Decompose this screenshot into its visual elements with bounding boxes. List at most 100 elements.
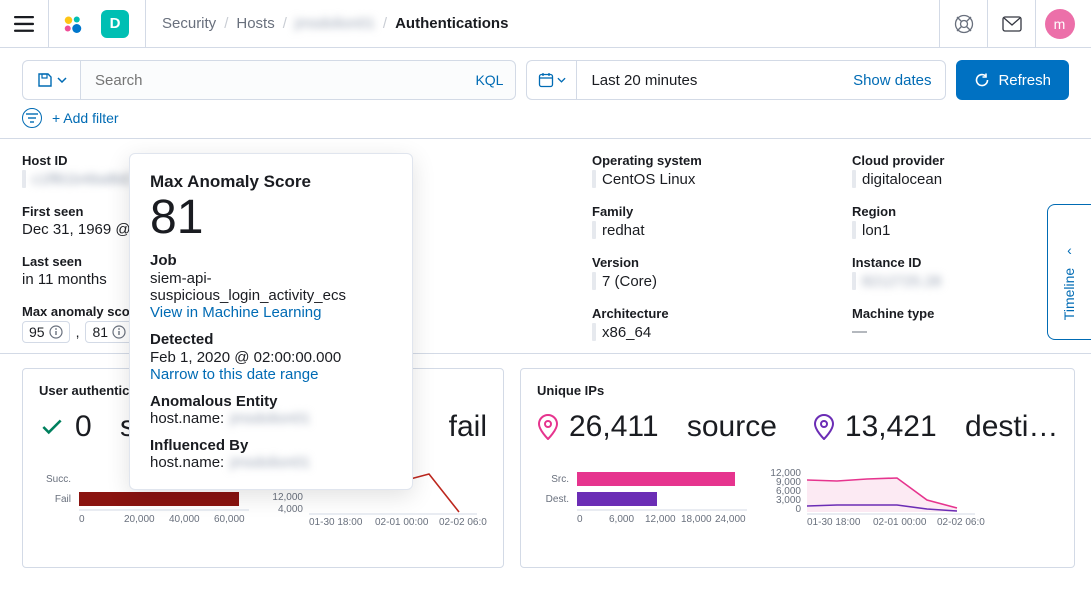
- divider: [145, 0, 146, 48]
- mail-icon: [1002, 16, 1022, 32]
- map-pin-icon: [537, 414, 559, 440]
- os-label: Operating system: [592, 153, 832, 168]
- narrow-date-link[interactable]: Narrow to this date range: [150, 366, 318, 383]
- drag-handle[interactable]: [852, 221, 856, 239]
- svg-text:24,000: 24,000: [715, 514, 746, 525]
- breadcrumb-hosts[interactable]: Hosts: [236, 15, 274, 32]
- avatar: m: [1045, 9, 1075, 39]
- filter-options-button[interactable]: [22, 108, 42, 128]
- arch-label: Architecture: [592, 306, 832, 321]
- timeline-flyout-toggle[interactable]: ‹ Timeline: [1047, 204, 1091, 340]
- popover-job-value: siem-api-suspicious_login_activity_ecs: [150, 270, 392, 304]
- timeline-label: Timeline: [1062, 268, 1078, 320]
- search-input[interactable]: [93, 71, 475, 90]
- os-value: CentOS Linux: [602, 171, 695, 188]
- drag-handle[interactable]: [592, 272, 596, 290]
- svg-text:02-02 06:00: 02-02 06:00: [937, 517, 985, 528]
- host-id-value: c1ff81b48a8bE: [32, 171, 133, 188]
- breadcrumb-hostname[interactable]: jmsdolion01: [295, 15, 375, 32]
- svg-text:01-30 18:00: 01-30 18:00: [807, 517, 861, 528]
- ip-src-area: [807, 478, 957, 512]
- saved-query-button[interactable]: [22, 60, 80, 100]
- ip-dst-bar: [577, 492, 657, 506]
- date-quick-select[interactable]: [526, 60, 576, 100]
- drag-handle[interactable]: [592, 170, 596, 188]
- calendar-icon: [538, 72, 554, 88]
- field-cloud: Cloud provider digitalocean: [852, 153, 1091, 188]
- region-value: lon1: [862, 222, 890, 239]
- breadcrumb-sep: /: [383, 15, 387, 32]
- svg-text:18,000: 18,000: [681, 514, 712, 525]
- cloud-label: Cloud provider: [852, 153, 1091, 168]
- instance-value: 8212725.28: [862, 273, 941, 290]
- field-version: Version 7 (Core): [592, 255, 832, 290]
- newsfeed-button[interactable]: [987, 0, 1035, 48]
- svg-text:40,000: 40,000: [169, 514, 200, 525]
- add-filter-link[interactable]: + Add filter: [52, 110, 119, 126]
- anomaly-score-pill-1[interactable]: 95: [22, 321, 70, 343]
- breadcrumb-sep: /: [283, 15, 287, 32]
- influenced-key: host.name:: [150, 454, 224, 471]
- drag-handle[interactable]: [592, 221, 596, 239]
- divider: [48, 0, 49, 48]
- breadcrumb-sep: /: [224, 15, 228, 32]
- chevron-left-icon: ‹: [1067, 242, 1072, 258]
- drag-handle[interactable]: [852, 170, 856, 188]
- svg-text:02-01 00:00: 02-01 00:00: [873, 517, 927, 528]
- drag-handle[interactable]: [22, 170, 26, 188]
- date-range-display[interactable]: Last 20 minutes Show dates: [576, 60, 946, 100]
- auth-success-count: 0: [75, 410, 92, 444]
- filter-bar: + Add filter: [0, 100, 1091, 138]
- popover-entity-label: Anomalous Entity: [150, 393, 392, 410]
- ip-bar-chart: Src. Dest. 0 6,000 12,000 18,000 24,000: [537, 468, 747, 531]
- space-selector[interactable]: D: [101, 10, 129, 38]
- svg-text:0: 0: [795, 504, 801, 515]
- chevron-down-icon: [57, 77, 67, 83]
- popover-job: Job siem-api-suspicious_login_activity_e…: [150, 252, 392, 321]
- popover-detected-value: Feb 1, 2020 @ 02:00:00.000: [150, 349, 392, 366]
- popover-score: 81: [150, 194, 392, 242]
- ip-source-suffix: source: [687, 410, 777, 444]
- drag-handle[interactable]: [592, 323, 596, 341]
- field-os: Operating system CentOS Linux: [592, 153, 832, 188]
- svg-text:20,000: 20,000: [124, 514, 155, 525]
- popover-title: Max Anomaly Score: [150, 172, 392, 192]
- breadcrumb-page: Authentications: [395, 15, 508, 32]
- breadcrumb-security[interactable]: Security: [162, 15, 216, 32]
- refresh-button[interactable]: Refresh: [956, 60, 1069, 100]
- svg-text:Dest.: Dest.: [546, 494, 569, 505]
- info-icon: [112, 325, 126, 339]
- nav-toggle-button[interactable]: [8, 8, 40, 40]
- field-family: Family redhat: [592, 204, 832, 239]
- svg-text:02-01 00:00: 02-01 00:00: [375, 517, 429, 528]
- map-pin-icon: [813, 414, 835, 440]
- drag-handle[interactable]: [852, 272, 856, 290]
- breadcrumb: Security / Hosts / jmsdolion01 / Authent…: [162, 15, 508, 32]
- popover-detected-label: Detected: [150, 331, 392, 348]
- help-button[interactable]: [939, 0, 987, 48]
- ip-panel-title: Unique IPs: [537, 383, 1058, 398]
- popover-job-label: Job: [150, 252, 392, 269]
- save-icon: [37, 72, 53, 88]
- influenced-value: jmsdolion01: [230, 454, 310, 471]
- date-range-text: Last 20 minutes: [591, 72, 697, 89]
- product-logo[interactable]: [57, 8, 89, 40]
- anomaly-score-pill-2[interactable]: 81: [85, 321, 133, 343]
- ip-line-chart: 12,000 9,000 6,000 3,000 0 01-30 18:00 0…: [765, 468, 1058, 531]
- kql-toggle[interactable]: KQL: [475, 72, 503, 88]
- elastic-logo-icon: [61, 12, 85, 36]
- view-in-ml-link[interactable]: View in Machine Learning: [150, 304, 322, 321]
- anomaly-popover: Max Anomaly Score 81 Job siem-api-suspic…: [129, 153, 413, 490]
- global-header: D Security / Hosts / jmsdolion01 / Authe…: [0, 0, 1091, 48]
- refresh-icon: [974, 72, 990, 88]
- chevron-down-icon: [557, 77, 566, 83]
- user-menu[interactable]: m: [1035, 0, 1083, 48]
- svg-text:6,000: 6,000: [609, 514, 634, 525]
- show-dates-link[interactable]: Show dates: [853, 72, 931, 89]
- popover-detected: Detected Feb 1, 2020 @ 02:00:00.000 Narr…: [150, 331, 392, 383]
- version-label: Version: [592, 255, 832, 270]
- svg-text:12,000: 12,000: [272, 492, 303, 503]
- score-2-value: 81: [92, 324, 108, 340]
- field-arch: Architecture x86_64: [592, 306, 832, 341]
- ip-panel: Unique IPs 26,411 source 13,421 desti… S…: [520, 368, 1075, 568]
